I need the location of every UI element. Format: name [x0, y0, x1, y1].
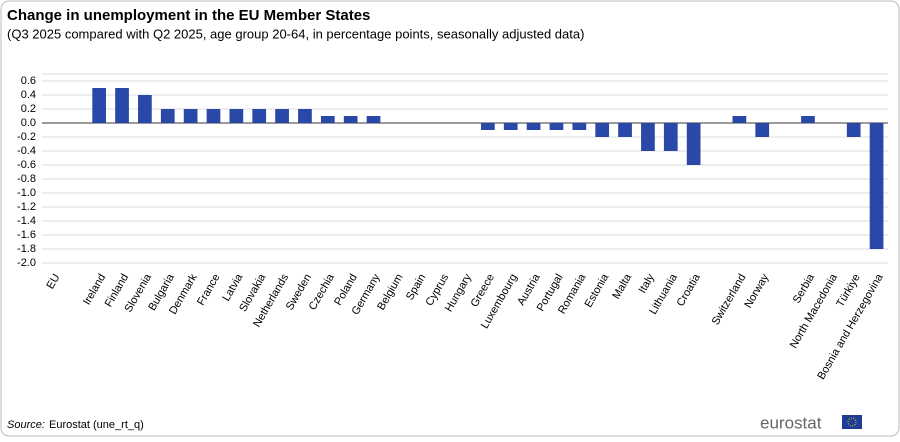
y-tick-label: -1.6 — [17, 229, 36, 241]
y-tick-label: -1.0 — [17, 187, 36, 199]
y-tick-label: 0.2 — [21, 103, 36, 115]
logo: eurostat — [760, 413, 822, 432]
y-tick-label: -0.4 — [17, 145, 36, 157]
bar — [755, 123, 770, 137]
bar — [686, 123, 701, 165]
bar — [641, 123, 655, 151]
bar — [869, 123, 884, 249]
source-label: Source: — [7, 419, 45, 431]
bar — [92, 88, 107, 123]
bar — [732, 116, 747, 123]
bar — [503, 123, 518, 130]
bar — [275, 109, 289, 123]
chart-subtitle: (Q3 2025 compared with Q2 2025, age grou… — [7, 26, 584, 41]
bar — [252, 109, 267, 123]
y-tick-label: -1.8 — [17, 243, 36, 255]
y-tick-label: -0.8 — [17, 173, 36, 185]
y-tick-label: -0.6 — [17, 159, 36, 171]
y-tick-label: -0.2 — [17, 131, 36, 143]
y-tick-label: -1.2 — [17, 201, 36, 213]
bar — [320, 116, 335, 123]
y-tick-label: -2.0 — [17, 257, 36, 269]
eu-stars — [847, 417, 857, 427]
chart-title: Change in unemployment in the EU Member … — [7, 7, 370, 24]
source: Eurostat (une_rt_q) — [49, 419, 144, 431]
bar — [343, 116, 358, 123]
bar — [549, 123, 564, 130]
y-tick-label: 0.0 — [21, 117, 36, 129]
y-tick-label: 0.4 — [21, 89, 36, 101]
bar — [595, 123, 610, 137]
bar — [206, 109, 221, 123]
bar — [366, 116, 381, 123]
bar — [160, 109, 175, 123]
bar — [801, 116, 815, 123]
bar — [115, 88, 129, 123]
y-tick-label: 0.6 — [21, 75, 36, 87]
bar — [183, 109, 198, 123]
bar — [846, 123, 861, 137]
bar — [298, 109, 312, 123]
bar — [663, 123, 678, 151]
bar — [618, 123, 632, 137]
bar — [138, 95, 152, 123]
bar — [526, 123, 541, 130]
bar — [229, 109, 244, 123]
eu-flag — [842, 415, 862, 429]
bar — [572, 123, 587, 130]
y-tick-label: -1.4 — [17, 215, 36, 227]
bar — [481, 123, 495, 130]
